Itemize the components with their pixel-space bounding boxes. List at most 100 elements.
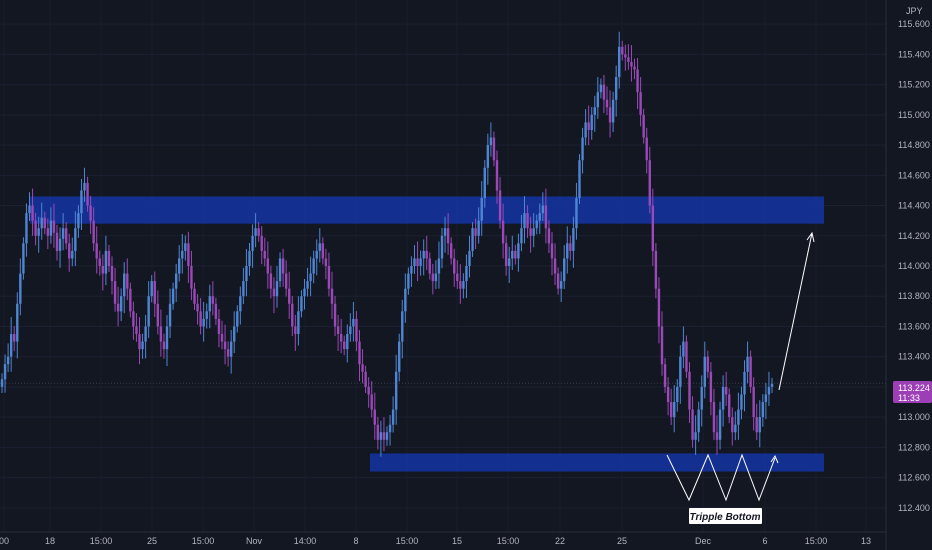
candle-body xyxy=(437,258,441,274)
candle-body xyxy=(135,326,138,335)
candle-body xyxy=(477,220,480,236)
candle-body xyxy=(349,326,352,335)
candle-body xyxy=(666,386,670,403)
candle-body xyxy=(556,273,560,289)
x-tick-label: 8 xyxy=(353,536,358,546)
candle-body xyxy=(471,228,474,251)
candle-body xyxy=(660,326,664,365)
candle-body xyxy=(578,160,581,198)
candle-body xyxy=(248,250,251,266)
candle-body xyxy=(758,417,761,433)
candle-body xyxy=(669,402,673,418)
candle-body xyxy=(312,258,315,274)
candle-body xyxy=(410,266,413,274)
candle-body xyxy=(544,205,548,229)
candle-body xyxy=(694,432,697,440)
candle-body xyxy=(239,296,242,312)
y-tick-label: 112.800 xyxy=(898,442,930,452)
candle-body xyxy=(205,311,208,319)
candle-body xyxy=(401,311,404,342)
candle-body xyxy=(300,296,303,312)
candle-body xyxy=(373,409,376,425)
candle-body xyxy=(113,281,117,304)
candle-body xyxy=(324,258,328,266)
candle-body xyxy=(728,394,731,418)
candle-body xyxy=(563,258,566,282)
candle-body xyxy=(9,334,13,357)
candle-body xyxy=(498,190,502,221)
candle-body xyxy=(553,258,557,274)
candle-body xyxy=(517,243,520,259)
candle-body xyxy=(110,266,114,282)
candle-body xyxy=(98,258,101,266)
candle-body xyxy=(77,213,80,229)
candle-body xyxy=(336,326,340,335)
candle-body xyxy=(165,326,169,350)
candle-body xyxy=(153,281,156,304)
x-tick-label: 15:00 xyxy=(497,536,520,546)
candle-body xyxy=(480,197,483,221)
candle-body xyxy=(743,371,746,395)
candle-body xyxy=(520,228,523,244)
current-price-value: 113.224 xyxy=(898,383,930,393)
candle-body xyxy=(529,228,532,236)
candle-body xyxy=(465,266,468,282)
candle-body xyxy=(318,243,321,251)
candle-body xyxy=(379,432,383,440)
candle-body xyxy=(321,243,325,259)
candle-body xyxy=(43,217,46,229)
candle-body xyxy=(92,220,95,244)
candle-body xyxy=(425,250,428,259)
candle-body xyxy=(422,250,425,259)
candle-body xyxy=(737,409,740,425)
candle-body xyxy=(95,243,98,259)
candle-body xyxy=(428,258,431,274)
candle-body xyxy=(752,386,755,418)
candle-body xyxy=(621,46,624,55)
x-tick-label: 14:00 xyxy=(294,536,317,546)
x-tick-label: 15:00 xyxy=(192,536,215,546)
candle-body xyxy=(104,250,108,274)
candle-body xyxy=(770,383,774,387)
annotations xyxy=(666,231,815,502)
candle-body xyxy=(407,273,410,289)
candle-body xyxy=(46,228,50,236)
candle-body xyxy=(443,228,447,236)
candle-body xyxy=(245,266,248,282)
candle-body xyxy=(147,296,150,327)
candle-body xyxy=(593,107,596,115)
candle-body xyxy=(489,137,493,146)
grid-lines xyxy=(0,23,886,509)
current-price-badge: 113.224 11:33 xyxy=(893,381,932,403)
candle-body xyxy=(226,349,230,357)
candle-body xyxy=(123,273,126,297)
candle-body xyxy=(624,54,627,58)
price-axis[interactable]: 115.600 115.400 115.200 115.000 114.800 114.6… xyxy=(898,19,930,513)
candle-body xyxy=(718,409,722,440)
candle-body xyxy=(223,341,227,350)
candle-body xyxy=(202,318,205,327)
candle-body xyxy=(217,318,221,335)
candle-body xyxy=(566,243,569,259)
x-tick-label: 15:00 xyxy=(805,536,828,546)
candle-body xyxy=(633,66,636,70)
candle-body xyxy=(34,220,37,236)
time-axis[interactable]: 00 18 15:00 25 15:00 Nov 14:00 8 15:00 15 15:00 22 2… xyxy=(0,536,871,546)
candle-body xyxy=(483,167,486,198)
candle-body xyxy=(196,303,199,312)
candle-body xyxy=(532,228,535,236)
candle-body xyxy=(715,432,719,440)
zigzag-arrowhead xyxy=(770,454,779,464)
candle-body xyxy=(413,258,416,266)
candle-body xyxy=(101,266,105,274)
candle-body xyxy=(367,386,370,395)
candle-body xyxy=(306,281,309,289)
candle-body xyxy=(535,220,538,229)
candle-body xyxy=(538,213,541,221)
candle-body xyxy=(618,46,621,78)
candle-body xyxy=(294,326,297,335)
candle-body xyxy=(58,238,62,251)
candle-body xyxy=(346,334,349,350)
candle-body xyxy=(333,303,337,327)
